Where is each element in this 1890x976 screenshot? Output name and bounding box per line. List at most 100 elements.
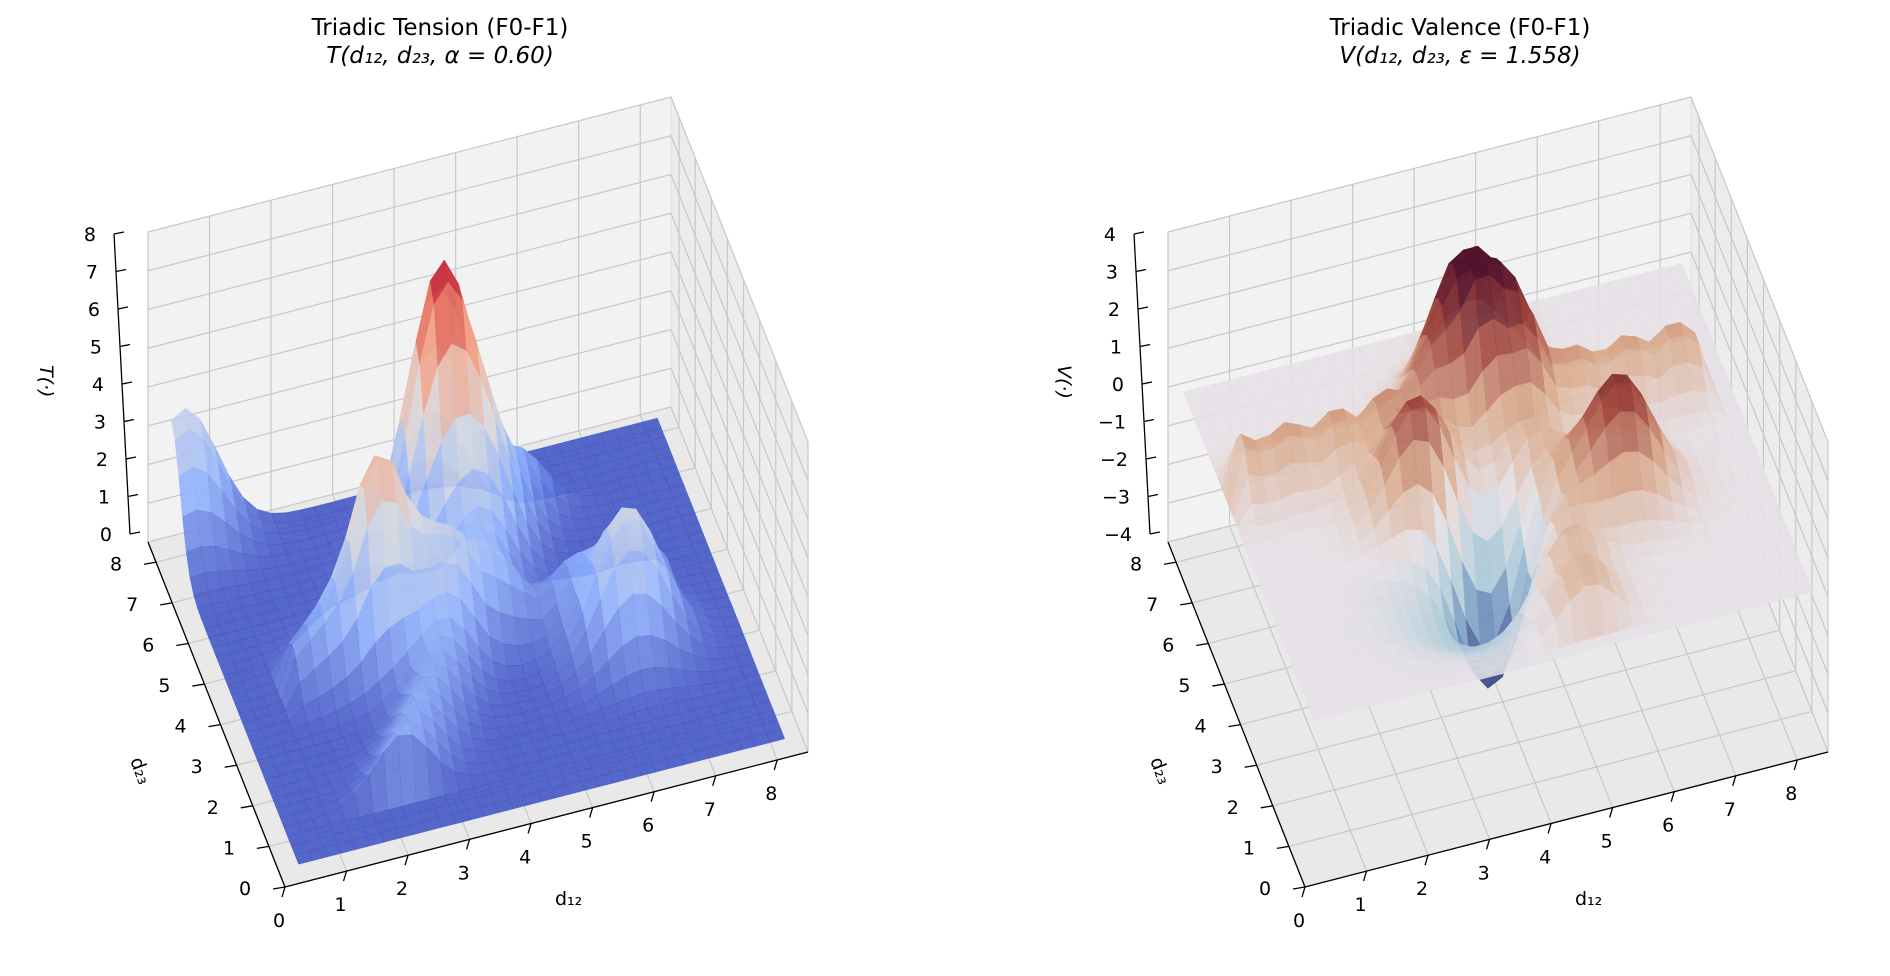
valence-z-tick [1145, 456, 1157, 460]
tension-z-tick [115, 268, 127, 273]
tension-x-tick [465, 839, 471, 850]
valence-y-tick [1260, 805, 1273, 809]
tension-plot: Triadic Tension (F0-F1) T(d₁₂, d₂₃, α = … [35, 15, 809, 932]
tension-wall-grid [670, 368, 809, 714]
valence-z-tick-label: 4 [1104, 224, 1116, 246]
valence-z-tick [1139, 343, 1151, 348]
valence-z-tick-label: 2 [1108, 299, 1120, 321]
valence-floor-grid [1272, 670, 1796, 807]
tension-x-tick-label: 5 [581, 831, 593, 853]
valence-z-tick [1137, 306, 1149, 310]
tension-wall-grid [670, 329, 809, 675]
tension-x-tick-label: 2 [396, 878, 408, 900]
valence-y-tick [1276, 845, 1289, 850]
valence-z-tick-label: −3 [1102, 487, 1130, 509]
tension-z-tick-label: 3 [94, 412, 106, 434]
tension-y-tick-label: 6 [142, 634, 154, 656]
valence-y-tick-label: 1 [1243, 837, 1255, 859]
tension-wall-grid [670, 96, 809, 443]
tension-z-tick-label: 4 [92, 374, 104, 396]
valence-x-tick-label: 8 [1785, 783, 1797, 805]
tension-surface [171, 259, 785, 865]
tension-x-tick [281, 886, 286, 898]
valence-z-tick-label: 0 [1112, 374, 1124, 396]
tension-y-tick-label: 8 [110, 553, 122, 575]
tension-surface-patch [294, 850, 314, 865]
valence-xlabel: d₁₂ [1575, 888, 1602, 910]
tension-wall-grid [670, 174, 809, 520]
tension-z-tick [129, 531, 141, 535]
tension-title: Triadic Tension (F0-F1) [311, 15, 569, 41]
valence-wall-grid [1690, 135, 1829, 481]
valence-floor-grid [1256, 629, 1780, 766]
tension-y-tick-label: 5 [158, 675, 170, 697]
valence-surface [1183, 245, 1813, 721]
valence-wall-grid [1690, 174, 1829, 520]
valence-x-tick-label: 4 [1539, 846, 1551, 868]
tension-z-tick [121, 381, 133, 385]
valence-z-tick [1149, 531, 1161, 535]
tension-wall-grid [670, 135, 809, 481]
valence-wall-grid [1167, 96, 1692, 233]
valence-subtitle: V(d₁₂, d₂₃, ε = 1.558) [1339, 43, 1580, 69]
valence-x-tick-label: 1 [1355, 894, 1367, 916]
tension-wall-grid [147, 173, 672, 311]
tension-y-tick-label: 7 [126, 594, 138, 616]
tension-y-tick-label: 0 [239, 878, 251, 900]
valence-x-axis [1304, 751, 1829, 888]
valence-z-tick [1147, 493, 1159, 498]
valence-ylabel: d₂₃ [1145, 754, 1175, 787]
tension-z-tick-label: 0 [100, 524, 112, 546]
valence-z-tick [1133, 231, 1145, 235]
tension-y-tick-label: 1 [223, 837, 235, 859]
tension-x-tick [342, 870, 348, 882]
valence-y-tick-label: 0 [1259, 878, 1271, 900]
valence-z-tick-label: −4 [1104, 524, 1132, 546]
tension-x-tick [773, 759, 778, 771]
valence-z-tick [1141, 381, 1153, 385]
tension-subtitle: T(d₁₂, d₂₃, α = 0.60) [326, 43, 554, 69]
tension-z-tick-label: 7 [86, 262, 98, 284]
tension-z-tick-label: 1 [98, 487, 110, 509]
valence-plot: Triadic Valence (F0-F1) V(d₁₂, d₂₃, ε = … [1053, 15, 1829, 932]
valence-z-tick [1143, 418, 1155, 423]
tension-x-axis [284, 751, 809, 888]
valence-y-axis [1167, 541, 1306, 888]
valence-x-tick-label: 0 [1293, 910, 1305, 932]
valence-y-tick-label: 5 [1178, 675, 1190, 697]
valence-x-tick [1424, 855, 1429, 866]
valence-wall-grid [1167, 135, 1692, 272]
valence-surface-patch [1309, 707, 1329, 721]
tension-z-tick-label: 2 [96, 449, 108, 471]
tension-y-tick [240, 805, 253, 809]
valence-x-tick [1793, 759, 1798, 771]
tension-x-tick-label: 4 [519, 846, 531, 868]
tension-z-tick-label: 5 [90, 337, 102, 359]
valence-wall-grid [1167, 212, 1692, 349]
tension-wall-grid [147, 290, 672, 427]
tension-y-axis [147, 541, 286, 888]
tension-wall-grid [670, 290, 809, 636]
valence-y-tick-label: 3 [1211, 756, 1223, 778]
valence-y-tick-label: 7 [1146, 594, 1158, 616]
valence-x-tick [1670, 791, 1675, 802]
valence-wall-grid [1690, 251, 1829, 598]
tension-z-tick-label: 6 [88, 299, 100, 321]
valence-y-tick-label: 2 [1227, 797, 1239, 819]
tension-wall-grid [670, 213, 809, 559]
valence-x-tick [1362, 870, 1368, 882]
valence-wall-grid [1690, 96, 1829, 443]
tension-z-tick [123, 418, 135, 423]
valence-y-tick-label: 4 [1195, 716, 1207, 738]
valence-y-tick [1244, 764, 1257, 768]
valence-zlabel: V(·) [1053, 365, 1075, 399]
tension-wall-grid [670, 406, 809, 753]
valence-wall-grid [1690, 213, 1829, 559]
tension-y-tick-label: 2 [207, 797, 219, 819]
valence-y-tick [1212, 683, 1225, 687]
tension-y-tick-label: 4 [175, 716, 187, 738]
valence-z-tick-label: −2 [1100, 449, 1128, 471]
valence-z-tick-label: 1 [1110, 337, 1122, 359]
